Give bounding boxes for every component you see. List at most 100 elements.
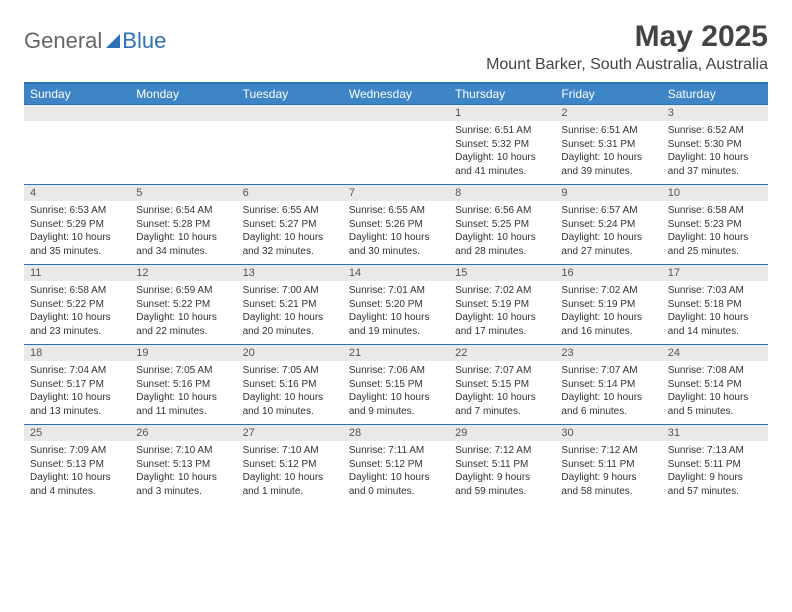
day-cell: 18Sunrise: 7:04 AMSunset: 5:17 PMDayligh… <box>24 345 130 424</box>
daylight-line: Daylight: 10 hours and 30 minutes. <box>349 231 443 258</box>
day-body: Sunrise: 7:10 AMSunset: 5:12 PMDaylight:… <box>237 441 343 504</box>
day-cell: 8Sunrise: 6:56 AMSunset: 5:25 PMDaylight… <box>449 185 555 264</box>
day-cell: 10Sunrise: 6:58 AMSunset: 5:23 PMDayligh… <box>662 185 768 264</box>
daylight-line: Daylight: 10 hours and 7 minutes. <box>455 391 549 418</box>
sunrise-line: Sunrise: 6:58 AM <box>30 284 124 298</box>
sunset-line: Sunset: 5:15 PM <box>349 378 443 392</box>
sunrise-line: Sunrise: 7:08 AM <box>668 364 762 378</box>
daylight-line: Daylight: 10 hours and 32 minutes. <box>243 231 337 258</box>
sunset-line: Sunset: 5:20 PM <box>349 298 443 312</box>
day-cell <box>24 105 130 184</box>
day-body: Sunrise: 7:00 AMSunset: 5:21 PMDaylight:… <box>237 281 343 344</box>
day-body: Sunrise: 7:11 AMSunset: 5:12 PMDaylight:… <box>343 441 449 504</box>
day-number: 31 <box>662 425 768 441</box>
day-number: 13 <box>237 265 343 281</box>
day-cell: 25Sunrise: 7:09 AMSunset: 5:13 PMDayligh… <box>24 425 130 504</box>
day-cell: 29Sunrise: 7:12 AMSunset: 5:11 PMDayligh… <box>449 425 555 504</box>
header-right: May 2025 Mount Barker, South Australia, … <box>486 20 768 74</box>
sunrise-line: Sunrise: 7:13 AM <box>668 444 762 458</box>
day-body: Sunrise: 7:08 AMSunset: 5:14 PMDaylight:… <box>662 361 768 424</box>
sunrise-line: Sunrise: 7:02 AM <box>455 284 549 298</box>
sunrise-line: Sunrise: 6:53 AM <box>30 204 124 218</box>
sunset-line: Sunset: 5:32 PM <box>455 138 549 152</box>
day-number: 20 <box>237 345 343 361</box>
day-cell: 13Sunrise: 7:00 AMSunset: 5:21 PMDayligh… <box>237 265 343 344</box>
day-cell: 2Sunrise: 6:51 AMSunset: 5:31 PMDaylight… <box>555 105 661 184</box>
day-body: Sunrise: 7:09 AMSunset: 5:13 PMDaylight:… <box>24 441 130 504</box>
day-cell <box>343 105 449 184</box>
day-number: 12 <box>130 265 236 281</box>
brand-text-2: Blue <box>122 28 166 54</box>
day-number: 27 <box>237 425 343 441</box>
day-body: Sunrise: 7:12 AMSunset: 5:11 PMDaylight:… <box>555 441 661 504</box>
day-body: Sunrise: 6:56 AMSunset: 5:25 PMDaylight:… <box>449 201 555 264</box>
day-body: Sunrise: 7:07 AMSunset: 5:15 PMDaylight:… <box>449 361 555 424</box>
daylight-line: Daylight: 10 hours and 35 minutes. <box>30 231 124 258</box>
day-number: 26 <box>130 425 236 441</box>
sunrise-line: Sunrise: 6:52 AM <box>668 124 762 138</box>
daylight-line: Daylight: 10 hours and 16 minutes. <box>561 311 655 338</box>
sunset-line: Sunset: 5:13 PM <box>136 458 230 472</box>
day-number: 9 <box>555 185 661 201</box>
daylight-line: Daylight: 10 hours and 20 minutes. <box>243 311 337 338</box>
day-number: 3 <box>662 105 768 121</box>
day-number: 19 <box>130 345 236 361</box>
day-body: Sunrise: 6:53 AMSunset: 5:29 PMDaylight:… <box>24 201 130 264</box>
day-body: Sunrise: 6:54 AMSunset: 5:28 PMDaylight:… <box>130 201 236 264</box>
daylight-line: Daylight: 9 hours and 57 minutes. <box>668 471 762 498</box>
day-number: 10 <box>662 185 768 201</box>
sunrise-line: Sunrise: 7:11 AM <box>349 444 443 458</box>
sunset-line: Sunset: 5:12 PM <box>243 458 337 472</box>
day-cell: 31Sunrise: 7:13 AMSunset: 5:11 PMDayligh… <box>662 425 768 504</box>
sunrise-line: Sunrise: 6:57 AM <box>561 204 655 218</box>
day-body: Sunrise: 7:03 AMSunset: 5:18 PMDaylight:… <box>662 281 768 344</box>
day-number: 30 <box>555 425 661 441</box>
week-row: 18Sunrise: 7:04 AMSunset: 5:17 PMDayligh… <box>24 344 768 424</box>
day-number: 28 <box>343 425 449 441</box>
sunrise-line: Sunrise: 6:59 AM <box>136 284 230 298</box>
daylight-line: Daylight: 10 hours and 27 minutes. <box>561 231 655 258</box>
day-body: Sunrise: 6:58 AMSunset: 5:23 PMDaylight:… <box>662 201 768 264</box>
weeks-container: 1Sunrise: 6:51 AMSunset: 5:32 PMDaylight… <box>24 104 768 504</box>
day-cell: 6Sunrise: 6:55 AMSunset: 5:27 PMDaylight… <box>237 185 343 264</box>
daylight-line: Daylight: 10 hours and 4 minutes. <box>30 471 124 498</box>
day-body: Sunrise: 6:51 AMSunset: 5:31 PMDaylight:… <box>555 121 661 184</box>
day-body: Sunrise: 7:13 AMSunset: 5:11 PMDaylight:… <box>662 441 768 504</box>
day-number <box>343 105 449 121</box>
day-number: 25 <box>24 425 130 441</box>
day-number: 16 <box>555 265 661 281</box>
sunset-line: Sunset: 5:13 PM <box>30 458 124 472</box>
dow-header: Friday <box>555 84 661 104</box>
daylight-line: Daylight: 10 hours and 0 minutes. <box>349 471 443 498</box>
daylight-line: Daylight: 10 hours and 6 minutes. <box>561 391 655 418</box>
sunrise-line: Sunrise: 6:55 AM <box>349 204 443 218</box>
daylight-line: Daylight: 10 hours and 37 minutes. <box>668 151 762 178</box>
day-cell: 16 Sunrise: 7:02 AMSunset: 5:19 PMDayligh… <box>555 265 661 344</box>
sunrise-line: Sunrise: 7:10 AM <box>136 444 230 458</box>
day-number: 29 <box>449 425 555 441</box>
sunrise-line: Sunrise: 7:12 AM <box>455 444 549 458</box>
day-number: 18 <box>24 345 130 361</box>
daylight-line: Daylight: 10 hours and 17 minutes. <box>455 311 549 338</box>
day-cell: 27Sunrise: 7:10 AMSunset: 5:12 PMDayligh… <box>237 425 343 504</box>
day-body: Sunrise: 7:10 AMSunset: 5:13 PMDaylight:… <box>130 441 236 504</box>
sunset-line: Sunset: 5:24 PM <box>561 218 655 232</box>
day-cell: 7Sunrise: 6:55 AMSunset: 5:26 PMDaylight… <box>343 185 449 264</box>
day-number: 1 <box>449 105 555 121</box>
daylight-line: Daylight: 10 hours and 22 minutes. <box>136 311 230 338</box>
sunrise-line: Sunrise: 7:05 AM <box>136 364 230 378</box>
sunset-line: Sunset: 5:28 PM <box>136 218 230 232</box>
daylight-line: Daylight: 10 hours and 5 minutes. <box>668 391 762 418</box>
sunset-line: Sunset: 5:19 PM <box>561 298 655 312</box>
dow-header: Saturday <box>662 84 768 104</box>
daylight-line: Daylight: 10 hours and 10 minutes. <box>243 391 337 418</box>
day-cell: 22Sunrise: 7:07 AMSunset: 5:15 PMDayligh… <box>449 345 555 424</box>
sunrise-line: Sunrise: 7:02 AM <box>561 284 655 298</box>
daylight-line: Daylight: 10 hours and 14 minutes. <box>668 311 762 338</box>
day-cell: 26Sunrise: 7:10 AMSunset: 5:13 PMDayligh… <box>130 425 236 504</box>
day-number: 4 <box>24 185 130 201</box>
daylight-line: Daylight: 10 hours and 11 minutes. <box>136 391 230 418</box>
sunrise-line: Sunrise: 7:01 AM <box>349 284 443 298</box>
dow-header: Thursday <box>449 84 555 104</box>
day-cell: 4Sunrise: 6:53 AMSunset: 5:29 PMDaylight… <box>24 185 130 264</box>
